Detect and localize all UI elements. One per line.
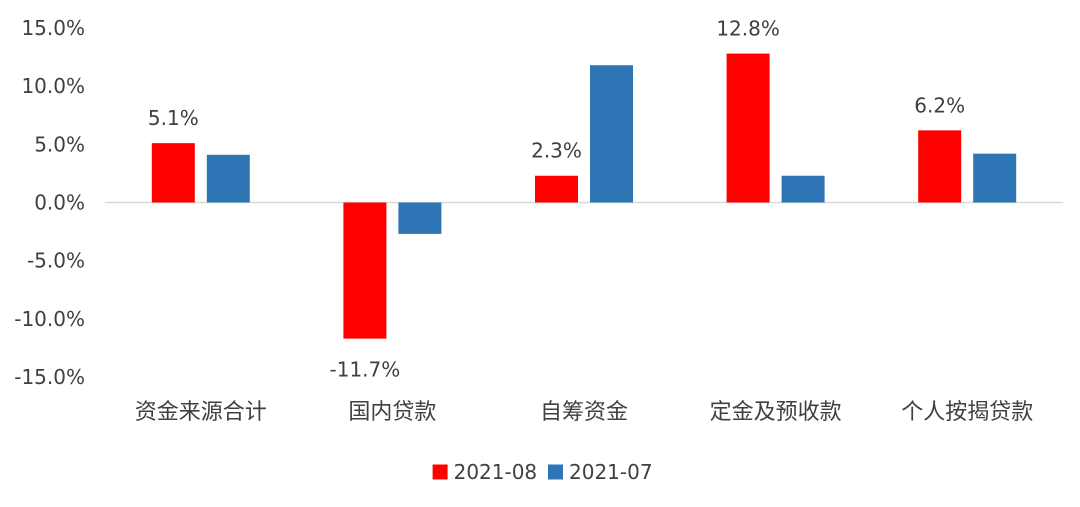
x-category-label: 自筹资金 xyxy=(540,400,628,425)
x-category-label: 国内贷款 xyxy=(348,400,436,425)
y-tick-label: -10.0% xyxy=(14,307,85,331)
bar-2021-07 xyxy=(206,154,250,203)
x-category-label: 资金来源合计 xyxy=(135,400,267,425)
y-tick-label: -15.0% xyxy=(14,365,85,389)
bar-2021-08 xyxy=(535,175,578,203)
bars xyxy=(151,53,1017,339)
x-category-label: 定金及预收款 xyxy=(710,400,842,425)
legend-swatch xyxy=(548,464,563,480)
bar-2021-07 xyxy=(590,65,633,203)
data-labels: 5.1% -11.7% 2.3% 12.8% 6.2% xyxy=(148,17,965,382)
y-axis: 15.0% 10.0% 5.0% 0.0% -5.0% -10.0% -15.0% xyxy=(14,16,85,389)
x-axis: 资金来源合计 国内贷款 自筹资金 定金及预收款 个人按揭贷款 xyxy=(135,400,1033,425)
y-tick-label: -5.0% xyxy=(27,249,85,273)
y-tick-label: 15.0% xyxy=(21,16,85,40)
legend-swatch xyxy=(432,464,448,480)
legend: 2021-08 2021-07 xyxy=(432,460,653,484)
bar-2021-08 xyxy=(918,130,962,203)
bar-2021-07 xyxy=(398,202,442,234)
bar-2021-07 xyxy=(781,175,825,203)
y-tick-label: 10.0% xyxy=(21,74,85,98)
x-category-label: 个人按揭贷款 xyxy=(901,400,1033,425)
bar-2021-08 xyxy=(151,143,195,203)
data-label: 6.2% xyxy=(914,93,965,117)
data-label: -11.7% xyxy=(330,358,401,382)
y-tick-label: 5.0% xyxy=(34,132,85,156)
bar-2021-08 xyxy=(726,53,770,203)
legend-label: 2021-08 xyxy=(454,460,538,484)
legend-label: 2021-07 xyxy=(569,460,653,484)
bar-2021-08 xyxy=(343,202,387,339)
data-label: 2.3% xyxy=(531,139,582,163)
data-label: 12.8% xyxy=(716,17,780,41)
y-tick-label: 0.0% xyxy=(34,191,85,215)
data-label: 5.1% xyxy=(148,106,199,130)
bar-2021-07 xyxy=(973,153,1017,203)
